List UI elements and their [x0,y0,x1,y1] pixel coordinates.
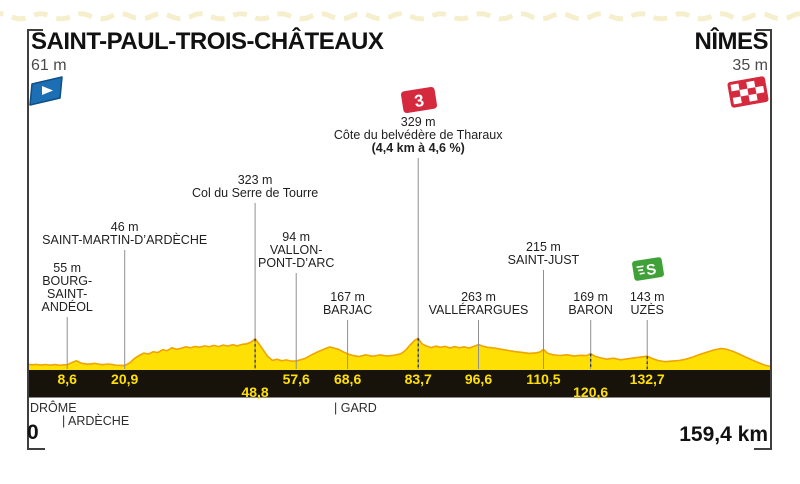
right-bracket-line [770,29,772,450]
waypoint-text-line: PONT-D’ARC [258,256,335,270]
distance-km-label: 8,6 [57,371,77,387]
waypoint-text-line: BARON [568,303,613,317]
distance-km-label: 57,6 [282,371,310,387]
start-town-block: SAINT-PAUL-TROIS-CHÂTEAUX 61 m [31,28,384,75]
waypoint-text-line: VALLON- [269,243,323,257]
finish-town-name: NÎMES [694,28,768,55]
right-bracket-tick-bottom [754,448,772,450]
waypoint-label: 94 m VALLON- PONT-D’ARC [258,231,334,270]
waypoint-text-line: Côte du belvédère de Tharaux [333,128,503,142]
terrain-edge-line [26,337,773,368]
distance-km-label: 83,7 [404,371,432,387]
waypoint-text-line: SAINT-JUST [507,253,580,267]
distance-km-label: 96,6 [464,371,493,387]
waypoint-label: 55 m BOURG- SAINT- ANDÉOL [41,262,92,314]
distance-km-label: 20,9 [111,371,139,387]
department-label: | ARDÈCHE [62,414,130,428]
distance-km-label: 48,8 [241,384,269,400]
sprint-icon: S [632,257,665,281]
decorative-wave [0,11,800,22]
waypoint-text-line: BARJAC [322,303,373,317]
waypoint-text-line: BOURG- [42,274,93,288]
waypoint-text-line: 263 m [461,290,496,304]
waypoint-text-line: VALLÉRARGUES [428,303,529,317]
department-label: | GARD [334,401,377,415]
total-distance-label: 159,4 km [679,423,768,446]
waypoint-label: 143 m UZÈS [630,291,665,317]
svg-text:S: S [645,261,658,279]
waypoint-text-line: 94 m [282,230,311,244]
waypoint-text-line: SAINT- [47,287,88,301]
waypoint-text-line: 169 m [573,290,609,304]
waypoint-text-line: SAINT-MARTIN-D’ARDÈCHE [42,233,208,247]
distance-km-label: 110,5 [526,371,561,387]
waypoint-text-line: 215 m [526,240,561,254]
svg-text:3: 3 [413,91,425,111]
waypoint-text-line: 329 m [400,115,436,129]
waypoint-label: 215 m SAINT-JUST [508,241,580,267]
waypoint-label: 329 m Côte du belvédère de Tharaux (4,4 km… [334,116,503,155]
finish-town-block: NÎMES 35 m [694,28,768,75]
waypoint-text-line: UZÈS [630,303,664,317]
right-bracket-tick-top [756,29,772,31]
waypoint-label: 167 m BARJAC [323,291,372,317]
waypoint-text-line: 167 m [330,290,365,304]
distance-km-label: 68,6 [333,371,362,387]
category-3-climb-icon: 3 [401,86,438,114]
finish-town-elevation: 35 m [732,57,768,74]
waypoint-label: 169 m BARON [568,291,612,317]
waypoint-gradient: (4,4 km à 4,6 %) [371,141,465,155]
waypoint-label: 323 m Col du Serre de Tourre [192,174,318,200]
waypoint-text-line: 55 m [53,261,82,275]
waypoint-text-line: 143 m [629,290,665,304]
waypoint-label: 263 m VALLÉRARGUES [429,291,529,317]
department-label: DRÔME [30,401,77,415]
left-bracket-line [27,29,29,450]
finish-flag-icon [727,76,769,108]
distance-km-label: 120,6 [573,384,609,400]
start-flag-icon [29,76,63,106]
left-bracket-tick-top [27,29,43,31]
start-km-label: 0 [27,421,39,444]
waypoint-label: 46 m SAINT-MARTIN-D’ARDÈCHE [42,221,207,247]
waypoint-text-line: 323 m [237,173,273,187]
start-town-name: SAINT-PAUL-TROIS-CHÂTEAUX [31,28,384,55]
waypoint-text-line: ANDÉOL [41,300,93,314]
distance-bar [27,370,772,398]
waypoint-text-line: 46 m [110,220,139,234]
left-bracket-tick-bottom [27,448,45,450]
waypoint-text-line: Col du Serre de Tourre [191,186,319,200]
distance-km-label: 132,7 [629,371,665,387]
start-town-elevation: 61 m [31,57,67,74]
